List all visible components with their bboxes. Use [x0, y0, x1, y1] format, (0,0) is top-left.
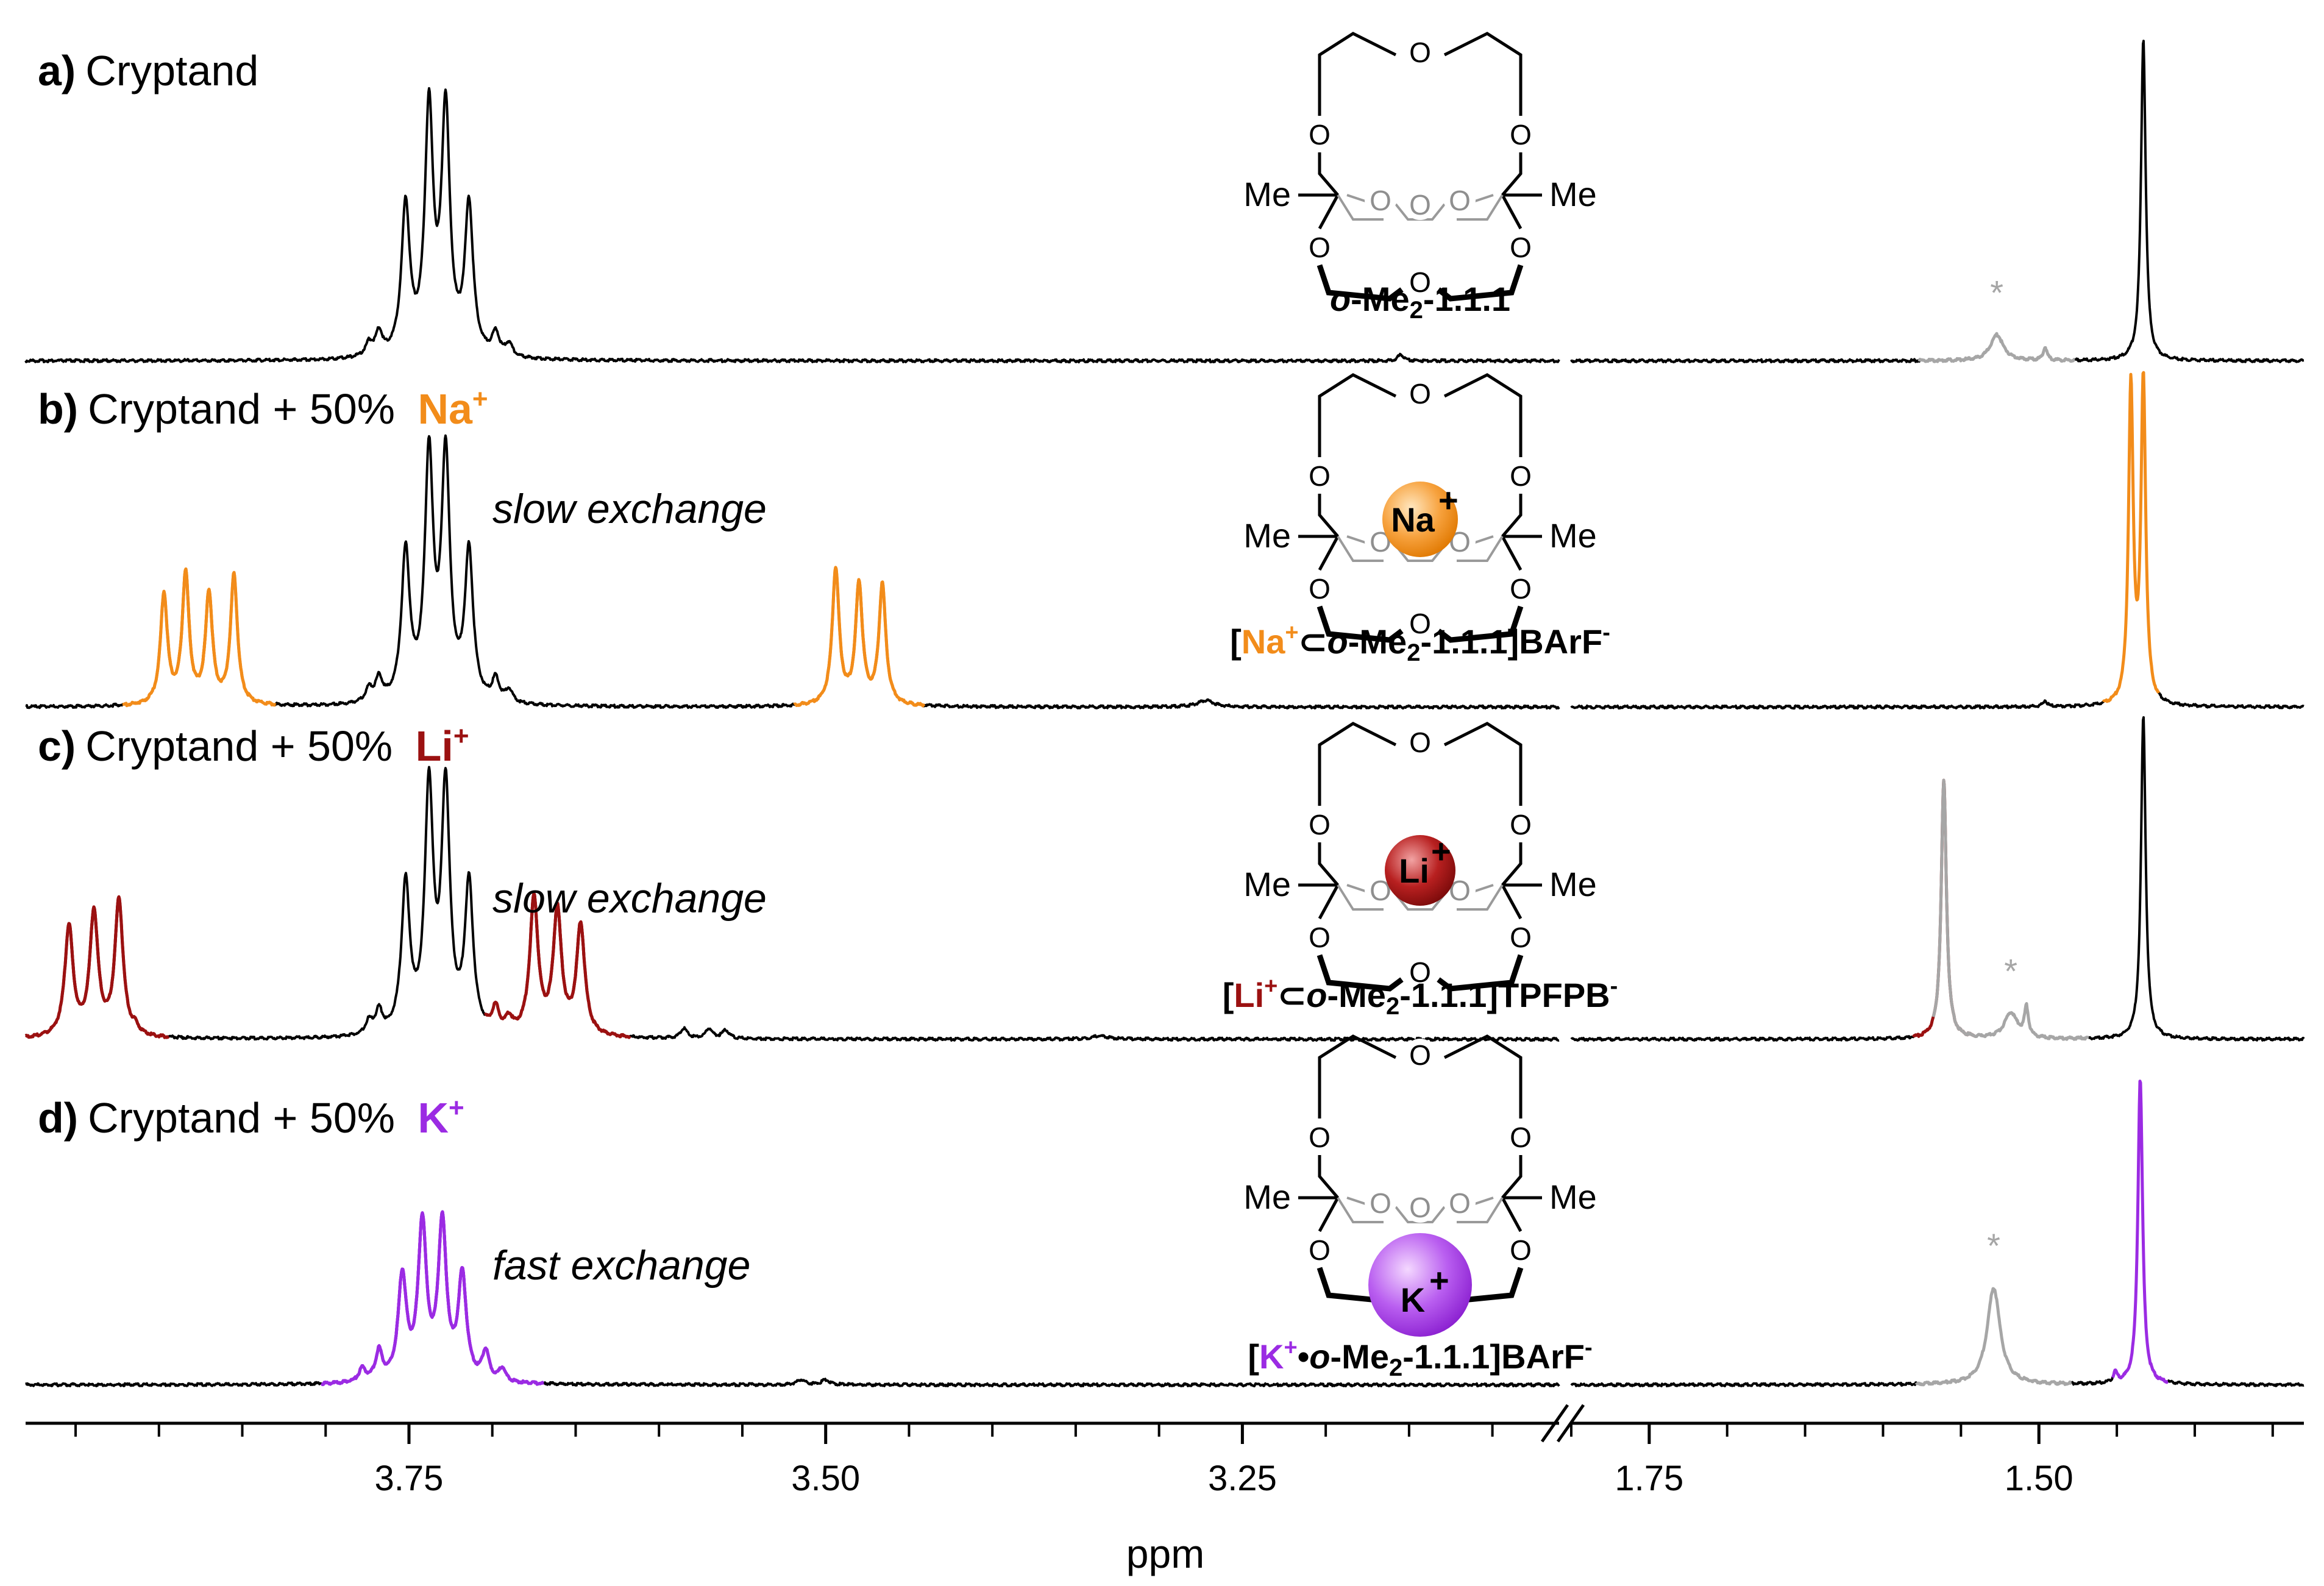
peak-sodium-3.494 [793, 566, 879, 707]
oxygen-atom: O [1409, 1192, 1431, 1223]
panel-label-c: c) Cryptand + 50% Li+ [38, 721, 469, 770]
oxygen-atom: O [1510, 119, 1532, 151]
oxygen-atom: O [1409, 608, 1431, 639]
note-fast-exchange-d: fast exchange [492, 1242, 750, 1289]
impurity-marker: * [2004, 952, 2017, 990]
oxygen-atom: O [1309, 1234, 1331, 1266]
methyl-label: Me [1549, 516, 1597, 555]
cryptand-structure-d: OO OO OO O OMe Me [1243, 1036, 1597, 1301]
note-slow-exchange-b: slow exchange [492, 486, 767, 532]
oxygen-atom: O [1510, 460, 1532, 492]
panel-label-b: b) Cryptand + 50% Na+ [38, 384, 488, 433]
oxygen-atom: O [1409, 956, 1431, 988]
svg-text:+: + [1438, 481, 1459, 519]
oxygen-atom: O [1409, 727, 1431, 758]
compound-label-b: [Na+⊂o-Me2-1.1.1]BArF- [1230, 620, 1610, 666]
sodium-ion-ball: Na + [1382, 481, 1459, 557]
oxygen-atom: O [1409, 378, 1431, 410]
svg-text:K: K [1401, 1281, 1425, 1319]
oxygen-atom: O [1409, 1039, 1431, 1071]
peak-potassium-3.73 [391, 1210, 493, 1370]
methyl-label: Me [1243, 865, 1291, 903]
compound-label-c: [Li+⊂o-Me2-1.1.1]TPFPB- [1223, 973, 1618, 1020]
cryptand-structure-c: OO OO OOO OMe Me [1243, 724, 1597, 989]
oxygen-atom: O [1309, 119, 1331, 151]
oxygen-atom: O [1370, 1187, 1391, 1219]
methyl-label: Me [1243, 516, 1291, 555]
oxygen-atom: O [1409, 189, 1431, 221]
tick-label: 3.75 [375, 1459, 444, 1498]
peak-impurity-1.527 [1917, 332, 2076, 363]
peak-sodium-3.855 [191, 571, 277, 707]
peak-potassium-3.742 [371, 1210, 474, 1369]
peak-impurity-1.518 [1931, 778, 2090, 1041]
svg-text:+: + [1429, 1261, 1449, 1300]
axis-break-mark [1540, 1404, 1569, 1443]
note-slow-exchange-c: slow exchange [492, 875, 767, 922]
tick-label: 1.75 [1615, 1459, 1683, 1498]
oxygen-atom: O [1449, 1187, 1471, 1219]
oxygen-atom: O [1510, 809, 1532, 841]
oxygen-atom: O [1510, 232, 1532, 263]
oxygen-atom: O [1409, 266, 1431, 298]
svg-text:Li: Li [1399, 852, 1429, 890]
peak-sodium-3.897 [121, 567, 207, 708]
x-axis: 3.75 3.50 3.25 1.75 1.50 [26, 1404, 2304, 1498]
tick-label: 3.25 [1208, 1459, 1277, 1498]
spectrum-1: * [24, 40, 2304, 364]
peak-sodium-3.466 [839, 578, 926, 708]
oxygen-atom: O [1309, 573, 1331, 605]
oxygen-atom: O [1309, 922, 1331, 953]
oxygen-atom: O [1510, 922, 1532, 953]
lithium-ion-ball: Li + [1385, 832, 1455, 906]
oxygen-atom: O [1370, 185, 1391, 216]
spectrum-2 [25, 371, 2304, 710]
spectrum-4: * [24, 1079, 2304, 1388]
oxygen-atom: O [1510, 573, 1532, 605]
methyl-label: Me [1243, 1178, 1291, 1216]
cryptand-structure-a: OO OO OOO O OMe Me [1243, 34, 1597, 299]
oxygen-atom: O [1409, 37, 1431, 68]
peak-lithium-3.647 [529, 892, 631, 1039]
peak-lithium-3.924 [68, 895, 170, 1039]
svg-text:Na: Na [1391, 500, 1435, 539]
oxygen-atom: O [1309, 809, 1331, 841]
oxygen-atom: O [1510, 1122, 1532, 1153]
compound-label-d: [K+•o-Me2-1.1.1]BArF- [1248, 1335, 1592, 1381]
potassium-ion-ball: K + [1368, 1233, 1472, 1337]
svg-text:+: + [1431, 832, 1451, 870]
oxygen-atom: O [1309, 232, 1331, 263]
oxygen-atom: O [1449, 185, 1471, 216]
panel-label-d: d) Cryptand + 50% K+ [38, 1093, 464, 1142]
panel-label-a: a) Cryptand [38, 47, 258, 94]
oxygen-atom: O [1510, 1234, 1532, 1266]
peak-sodium-3.884 [143, 567, 229, 703]
methyl-label: Me [1549, 175, 1597, 213]
tick-label: 1.50 [2005, 1459, 2073, 1498]
methyl-label: Me [1243, 175, 1291, 213]
spectrum-3: * [24, 716, 2305, 1042]
oxygen-atom: O [1309, 460, 1331, 492]
impurity-marker: * [1987, 1226, 2000, 1265]
peak-potassium-1.435 [2111, 1079, 2169, 1384]
tick-label: 3.50 [791, 1459, 860, 1498]
oxygen-atom: O [1309, 1122, 1331, 1153]
peak-impurity-1.529 [1914, 1287, 2072, 1387]
methyl-label: Me [1549, 865, 1597, 903]
compound-label-a: o-Me2-1.1.1 [1330, 280, 1510, 324]
impurity-marker: * [1990, 274, 2003, 312]
peak-potassium-3.718 [411, 1210, 513, 1382]
peak-sodium-1.441 [2102, 371, 2161, 703]
x-axis-label: ppm [1126, 1531, 1204, 1576]
peak-potassium-3.694 [459, 1266, 545, 1386]
methyl-label: Me [1549, 1178, 1597, 1216]
spectra-layer: * * * [24, 40, 2305, 1388]
